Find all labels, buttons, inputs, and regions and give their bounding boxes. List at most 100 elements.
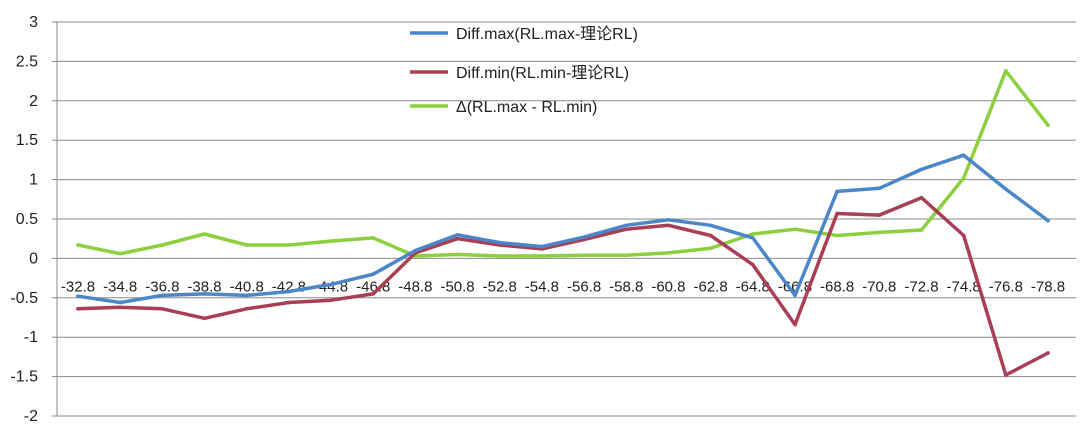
- series-2-point: [371, 236, 376, 240]
- legend-label-2: Δ(RL.max - RL.min): [456, 99, 597, 116]
- series-0-point: [1004, 187, 1008, 191]
- legend-label-0: Diff.max(RL.max-理论RL): [456, 25, 638, 43]
- series-0-point: [118, 300, 122, 305]
- series-1-point: [287, 300, 291, 305]
- series-1-point: [919, 195, 924, 200]
- series-1-point: [666, 223, 671, 228]
- y-tick-label: -2: [24, 408, 38, 425]
- series-1-point: [329, 298, 333, 302]
- series-1-point: [708, 233, 713, 238]
- series-2-point: [329, 239, 333, 243]
- series-0-point: [76, 294, 80, 299]
- series-1-point: [835, 211, 839, 216]
- series-0-point: [835, 189, 839, 194]
- series-2-point: [877, 230, 882, 235]
- series-0-point: [202, 292, 207, 296]
- series-0-point: [497, 240, 502, 245]
- y-tick-label: 3: [29, 14, 38, 31]
- x-tick-label: -36.8: [145, 278, 179, 295]
- series-0-point: [961, 153, 966, 157]
- series-2-point: [708, 246, 713, 250]
- x-tick-label: -48.8: [398, 278, 432, 295]
- series-0-point: [624, 223, 629, 228]
- series-1-point: [961, 233, 966, 238]
- series-2-point: [1046, 123, 1050, 128]
- series-2-point: [497, 254, 502, 258]
- y-tick-label: 0: [29, 250, 38, 267]
- series-2-point: [666, 251, 671, 255]
- series-2-point: [793, 227, 797, 232]
- series-2-point: [835, 233, 839, 238]
- x-tick-label: -76.8: [989, 278, 1023, 295]
- series-2-point: [244, 243, 249, 247]
- series-2-point: [624, 253, 629, 258]
- series-1-point: [160, 307, 165, 311]
- x-tick-label: -32.8: [61, 278, 95, 295]
- series-0-point: [244, 293, 249, 298]
- y-tick-label: -1.5: [10, 369, 38, 386]
- series-0-point: [371, 272, 376, 276]
- y-tick-label: -0.5: [10, 290, 38, 307]
- series-lines: [76, 69, 1050, 377]
- y-tick-labels: 3 2.5 2 1.5 1 0.5 0 -0.5 -1 -1.5 -2: [10, 14, 38, 425]
- series-1-point: [371, 292, 376, 296]
- series-2-point: [919, 228, 924, 232]
- series-2-point: [287, 243, 291, 247]
- series-2-point: [1004, 69, 1008, 73]
- series-1-point: [76, 307, 80, 311]
- series-2-point: [160, 243, 165, 247]
- series-0-point: [413, 248, 418, 253]
- series-0-point: [287, 289, 291, 294]
- series-0-point: [666, 217, 671, 222]
- x-tick-label: -56.8: [567, 278, 601, 295]
- series-0-point: [329, 282, 333, 287]
- x-tick-label: -72.8: [904, 278, 938, 295]
- legend-label-1: Diff.min(RL.min-理论RL): [456, 64, 629, 82]
- series-0-point: [160, 293, 165, 298]
- x-tick-label: -40.8: [230, 278, 264, 295]
- series-0-point: [455, 232, 460, 237]
- series-0-point: [919, 167, 924, 172]
- x-tick-label: -50.8: [440, 278, 474, 295]
- x-tick-labels: -32.8 -34.8 -36.8 -38.8 -40.8 -42.8 -44.8 -46.8…: [61, 278, 1065, 295]
- y-tick-label: 2.5: [16, 53, 38, 70]
- series-1-point: [750, 262, 755, 267]
- series-2-point: [540, 254, 544, 258]
- series-2-point: [750, 232, 755, 236]
- series-0-point: [750, 236, 755, 240]
- series-2-point: [76, 243, 80, 247]
- series-1-point: [118, 305, 122, 310]
- series-2-point: [202, 232, 207, 236]
- x-tick-label: -58.8: [609, 278, 643, 295]
- series-line-0: [76, 153, 1050, 305]
- series-0-point: [877, 186, 882, 191]
- x-tick-label: -52.8: [483, 278, 517, 295]
- series-2-point: [455, 252, 460, 257]
- series-2-point: [118, 251, 122, 256]
- legend: Diff.max(RL.max-理论RL) Diff.min(RL.min-理论R…: [410, 25, 638, 116]
- x-tick-label: -60.8: [651, 278, 685, 295]
- series-0-point: [708, 223, 713, 228]
- series-1-point: [793, 322, 797, 327]
- series-1-point: [202, 316, 207, 321]
- series-2-point: [582, 253, 586, 258]
- x-tick-label: -46.8: [356, 278, 390, 295]
- gridlines: [52, 21, 1076, 417]
- y-tick-label: 1: [29, 172, 38, 189]
- y-tick-label: 1.5: [16, 132, 38, 149]
- series-1-point: [1046, 351, 1050, 355]
- series-0-point: [1046, 218, 1050, 223]
- series-line-1: [76, 195, 1050, 377]
- x-tick-label: -74.8: [947, 278, 981, 295]
- y-tick-label: -1: [24, 329, 38, 346]
- series-0-point: [793, 293, 797, 298]
- y-tick-label: 0.5: [16, 211, 38, 228]
- x-tick-label: -64.8: [736, 278, 770, 295]
- series-0-point: [582, 235, 586, 239]
- x-tick-label: -34.8: [103, 278, 137, 295]
- series-1-point: [624, 227, 629, 232]
- series-2-point: [961, 176, 966, 180]
- x-tick-label: -38.8: [187, 278, 221, 295]
- series-0-point: [540, 244, 544, 249]
